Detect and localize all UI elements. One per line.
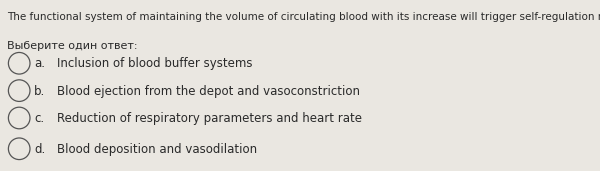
Text: a.: a. bbox=[34, 57, 45, 70]
Text: b.: b. bbox=[34, 85, 46, 98]
Text: c.: c. bbox=[34, 112, 44, 125]
Text: d.: d. bbox=[34, 143, 46, 156]
Text: Blood deposition and vasodilation: Blood deposition and vasodilation bbox=[57, 143, 257, 156]
Text: Inclusion of blood buffer systems: Inclusion of blood buffer systems bbox=[57, 57, 253, 70]
Text: Blood ejection from the depot and vasoconstriction: Blood ejection from the depot and vasoco… bbox=[57, 85, 360, 98]
Text: Reduction of respiratory parameters and heart rate: Reduction of respiratory parameters and … bbox=[57, 112, 362, 125]
Text: The functional system of maintaining the volume of circulating blood with its in: The functional system of maintaining the… bbox=[7, 12, 600, 22]
Text: Выберите один ответ:: Выберите один ответ: bbox=[7, 41, 138, 51]
